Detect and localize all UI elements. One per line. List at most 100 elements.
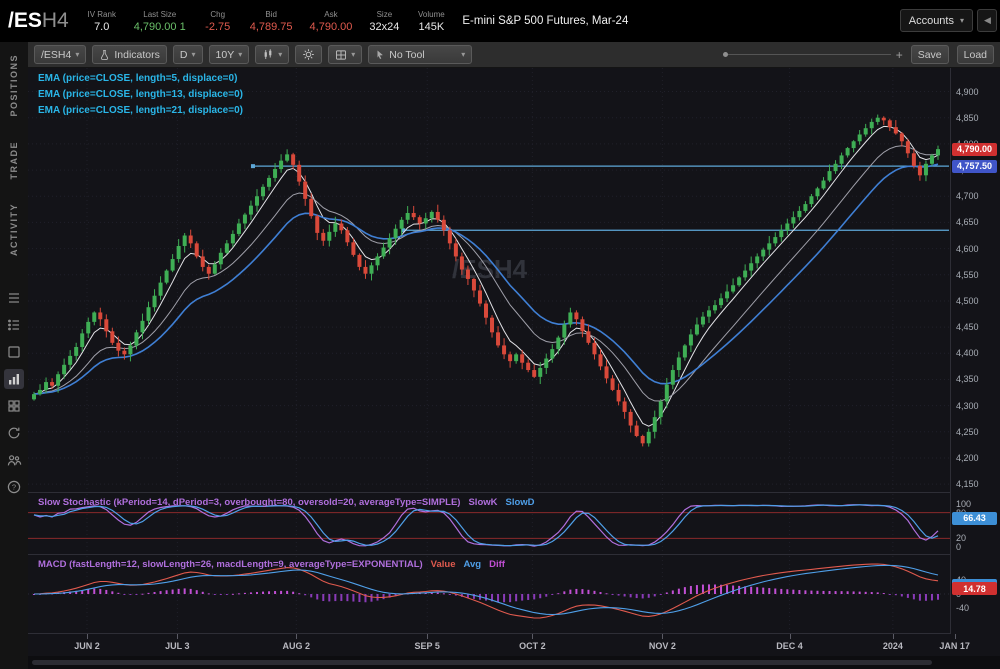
ema-study-label-0: EMA (price=CLOSE, length=5, displace=0) bbox=[38, 73, 238, 84]
legend-value: Value bbox=[430, 559, 456, 570]
main-price-pane[interactable] bbox=[28, 68, 950, 492]
time-tick-label: JUN 2 bbox=[74, 641, 100, 651]
legend-diff: Diff bbox=[489, 559, 505, 570]
quote-stat-ask: Ask 4,790.00 bbox=[309, 9, 353, 33]
zoom-track[interactable] bbox=[722, 52, 891, 57]
time-tick-label: NOV 2 bbox=[648, 641, 676, 651]
stochastic-legend: SlowK SlowD bbox=[460, 497, 534, 508]
chart-scrollbar[interactable] bbox=[32, 660, 932, 665]
price-tick-label: 4,900 bbox=[956, 86, 979, 97]
symbol-tab-label: /ESH4 bbox=[41, 48, 72, 61]
price-tick-label: 4,450 bbox=[956, 322, 979, 333]
pane-separator[interactable] bbox=[28, 492, 1000, 493]
symbol-tab[interactable]: /ESH4 ▾ bbox=[34, 45, 87, 64]
pane-separator[interactable] bbox=[28, 554, 1000, 555]
ema-5-line bbox=[33, 125, 939, 427]
save-button[interactable]: Save bbox=[910, 45, 949, 64]
sidebar-tab-activity[interactable]: ACTIVITY bbox=[9, 203, 19, 257]
users-icon[interactable] bbox=[4, 450, 24, 470]
aggregation-select[interactable]: D ▾ bbox=[172, 45, 203, 64]
price-tick-label: 4,150 bbox=[956, 479, 979, 490]
chart-area[interactable]: /ESH4 EMA (price=CLOSE, length=5, displa… bbox=[28, 68, 1000, 669]
time-tick bbox=[789, 634, 791, 639]
price-tick-label: 4,850 bbox=[956, 112, 979, 123]
time-tick-label: OCT 2 bbox=[519, 641, 546, 651]
legend-slowk: SlowK bbox=[468, 497, 498, 508]
price-tick-label: 4,250 bbox=[956, 426, 979, 437]
sync-icon[interactable] bbox=[4, 423, 24, 443]
macd-value-line bbox=[33, 563, 939, 619]
time-tick bbox=[427, 634, 429, 639]
sidebar-icon-rail: ? bbox=[4, 288, 24, 497]
quote-stat-chg: Chg -2.75 bbox=[205, 9, 231, 33]
grid-icon[interactable] bbox=[4, 396, 24, 416]
zoom-knob[interactable] bbox=[722, 52, 728, 57]
price-tick-label: 4,550 bbox=[956, 269, 979, 280]
time-tick bbox=[532, 634, 534, 639]
range-select[interactable]: 10Y ▾ bbox=[208, 45, 250, 64]
time-tick-label: JUL 3 bbox=[165, 641, 190, 651]
chevron-down-icon: ▾ bbox=[238, 50, 243, 59]
time-tick-label: SEP 5 bbox=[414, 641, 440, 651]
candles bbox=[32, 114, 940, 447]
header-right-controls: Accounts ▾ ◀ bbox=[899, 9, 997, 32]
ema-13-line bbox=[33, 145, 939, 402]
price-tick-label: 4,200 bbox=[956, 452, 979, 463]
gear-icon bbox=[303, 49, 315, 60]
list-icon[interactable] bbox=[4, 288, 24, 308]
time-tick bbox=[177, 634, 179, 639]
chart-scroll-strip bbox=[28, 656, 1000, 669]
range-value: 10Y bbox=[215, 48, 235, 61]
slowd-line bbox=[33, 504, 939, 547]
chart-icon[interactable] bbox=[4, 369, 24, 390]
aggregation-value: D bbox=[179, 48, 188, 61]
stoch-tick-label: 100 bbox=[956, 499, 972, 509]
chart-type-button[interactable]: ▾ bbox=[255, 45, 290, 64]
macd-pane[interactable] bbox=[28, 556, 950, 632]
cursor-icon bbox=[377, 50, 384, 59]
pane-separator[interactable] bbox=[28, 633, 1000, 634]
price-tick-label: 4,650 bbox=[956, 217, 979, 228]
chart-toolbar: /ESH4 ▾ Indicators D ▾ 10Y ▾ ▾ ▾ No Tool ▾ … bbox=[28, 42, 1000, 68]
last-price-badge: 4,790.00 bbox=[952, 142, 997, 156]
time-axis[interactable]: JUN 2 JUL 3 AUG 2 SEP 5 OCT 2 NOV 2 DEC 4 2024 J… bbox=[28, 634, 1000, 656]
grid-layout-icon bbox=[336, 49, 347, 60]
load-button[interactable]: Load bbox=[956, 45, 994, 64]
legend-avg: Avg bbox=[463, 559, 482, 570]
zoom-in-icon[interactable]: + bbox=[895, 47, 903, 62]
toolbar-right: + Save Load bbox=[722, 45, 994, 64]
time-zoom-slider[interactable]: + bbox=[722, 47, 903, 62]
price-tick-label: 4,300 bbox=[956, 400, 979, 411]
settings-button[interactable] bbox=[295, 45, 323, 64]
macd-tick-label: -40 bbox=[956, 603, 970, 614]
indicators-label: Indicators bbox=[114, 48, 160, 61]
price-tick-label: 4,400 bbox=[956, 348, 979, 359]
accounts-button[interactable]: Accounts ▾ bbox=[899, 9, 973, 32]
price-tick-label: 4,350 bbox=[956, 374, 979, 385]
detail-list-icon[interactable] bbox=[4, 315, 24, 335]
layout-button[interactable]: ▾ bbox=[328, 45, 363, 64]
stochastic-title-row: Slow Stochastic (kPeriod=14, dPeriod=3, … bbox=[38, 497, 535, 508]
chevron-down-icon: ▾ bbox=[191, 50, 196, 59]
quote-stats: IV Rank 7.0 Last Size 4,790.00 1 Chg -2.75 Bid… bbox=[87, 10, 447, 33]
sidebar-tab-positions[interactable]: POSITIONS bbox=[9, 54, 19, 117]
slowk-line bbox=[33, 504, 939, 547]
indicators-button[interactable]: Indicators bbox=[92, 45, 167, 64]
drawing-tool-value: No Tool bbox=[389, 48, 425, 61]
price-tick-label: 4,500 bbox=[956, 295, 979, 306]
widget-icon[interactable] bbox=[4, 342, 24, 362]
time-tick-label: JAN 17 bbox=[939, 641, 970, 651]
help-icon[interactable]: ? bbox=[4, 477, 24, 497]
macd-avg-line bbox=[34, 564, 939, 616]
macd-title-row: MACD (fastLength=12, slowLength=26, macd… bbox=[38, 559, 505, 570]
collapse-panel-button[interactable]: ◀ bbox=[977, 9, 997, 32]
sidebar-tab-trade[interactable]: TRADE bbox=[9, 140, 19, 180]
symbol-suffix: H4 bbox=[41, 9, 69, 32]
symbol-root: /ES bbox=[8, 9, 42, 32]
macd-value-badge: 14.78 bbox=[952, 582, 997, 596]
stochastic-pane[interactable] bbox=[28, 494, 950, 553]
chevron-down-icon: ▾ bbox=[461, 50, 466, 59]
quote-header: /ESH4 IV Rank 7.0 Last Size 4,790.00 1 Chg -2… bbox=[0, 0, 1000, 42]
drawing-tool-select[interactable]: No Tool ▾ bbox=[368, 45, 473, 64]
time-tick-label: AUG 2 bbox=[282, 641, 311, 651]
